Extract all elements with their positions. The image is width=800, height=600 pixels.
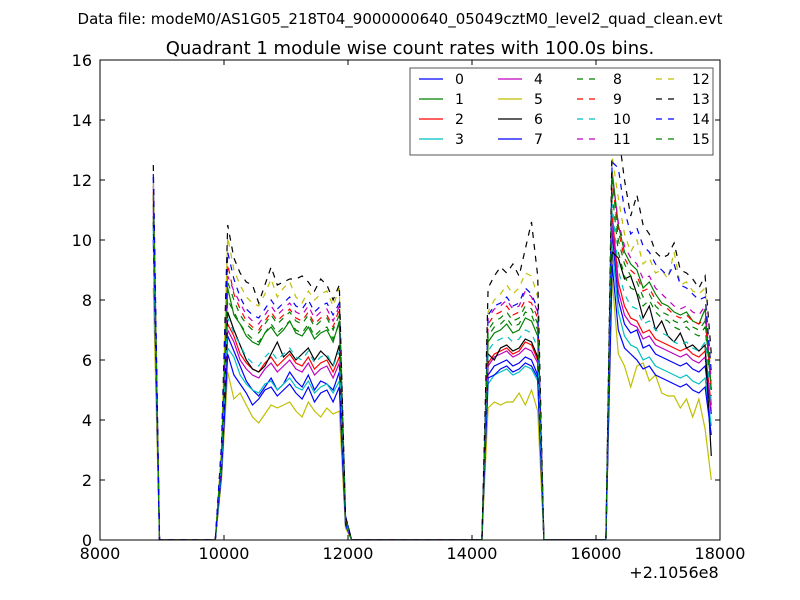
- legend-label-7: 7: [534, 132, 543, 148]
- series-line-1: [152, 170, 712, 540]
- legend-label-8: 8: [613, 72, 622, 88]
- x-tick-label: 18000: [695, 544, 746, 563]
- series-line-11: [152, 173, 712, 540]
- chart-title: Quadrant 1 module wise count rates with …: [166, 38, 655, 59]
- legend-label-1: 1: [455, 92, 464, 108]
- legend-label-3: 3: [455, 132, 464, 148]
- legend-label-15: 15: [692, 132, 710, 148]
- legend-label-12: 12: [692, 72, 710, 88]
- series-line-0: [152, 173, 712, 540]
- series-line-15: [152, 176, 712, 540]
- legend-label-6: 6: [534, 112, 543, 128]
- legend-label-10: 10: [613, 112, 631, 128]
- y-tick-label: 4: [82, 411, 92, 430]
- legend-label-2: 2: [455, 112, 464, 128]
- legend-label-14: 14: [692, 112, 710, 128]
- legend-label-11: 11: [613, 132, 631, 148]
- x-tick-label: 16000: [571, 544, 622, 563]
- x-tick-label: 14000: [447, 544, 498, 563]
- legend-label-13: 13: [692, 92, 710, 108]
- legend-label-9: 9: [613, 92, 622, 108]
- y-tick-label: 10: [72, 231, 92, 250]
- legend-label-0: 0: [455, 72, 464, 88]
- x-offset-label: +2.1056e8: [629, 563, 718, 582]
- y-tick-label: 8: [82, 291, 92, 310]
- series-line-5: [152, 278, 712, 540]
- series-line-4: [152, 209, 712, 540]
- legend-box: [409, 67, 714, 156]
- series-line-12: [152, 155, 712, 540]
- series-line-7: [152, 239, 712, 540]
- legend-label-4: 4: [534, 72, 543, 88]
- x-tick-label: 10000: [199, 544, 250, 563]
- legend-label-5: 5: [534, 92, 543, 108]
- series-line-2: [152, 197, 712, 540]
- y-tick-label: 6: [82, 351, 92, 370]
- series-layer: [152, 130, 712, 540]
- series-line-6: [152, 221, 712, 540]
- y-tick-label: 16: [72, 51, 92, 70]
- series-line-3: [152, 233, 712, 540]
- y-tick-label: 14: [72, 111, 92, 130]
- y-tick-label: 2: [82, 471, 92, 490]
- x-tick-label: 12000: [323, 544, 374, 563]
- y-tick-label: 0: [82, 531, 92, 550]
- x-tick-label: 8000: [80, 544, 121, 563]
- chart-supertitle: Data file: modeM0/AS1G05_218T04_90000006…: [78, 10, 723, 29]
- ticks-layer: 8000 10000 12000 14000 16000 1800002468101214…: [72, 51, 746, 563]
- y-tick-label: 12: [72, 171, 92, 190]
